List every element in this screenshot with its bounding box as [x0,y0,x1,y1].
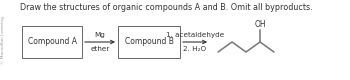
Text: 1. acetaldehyde: 1. acetaldehyde [166,32,224,38]
Bar [118,26,180,58]
Text: © Macmillan Learning: © Macmillan Learning [1,16,5,64]
Text: Compound A: Compound A [28,38,77,46]
Text: Draw the structures of organic compounds A and B. Omit all byproducts.: Draw the structures of organic compounds… [20,3,313,12]
Text: Compound B: Compound B [125,38,174,46]
Text: 2. H₂O: 2. H₂O [183,46,206,52]
Text: Mg: Mg [94,32,105,38]
Bar [22,26,82,58]
Text: OH: OH [254,20,266,29]
Text: ether: ether [90,46,110,52]
